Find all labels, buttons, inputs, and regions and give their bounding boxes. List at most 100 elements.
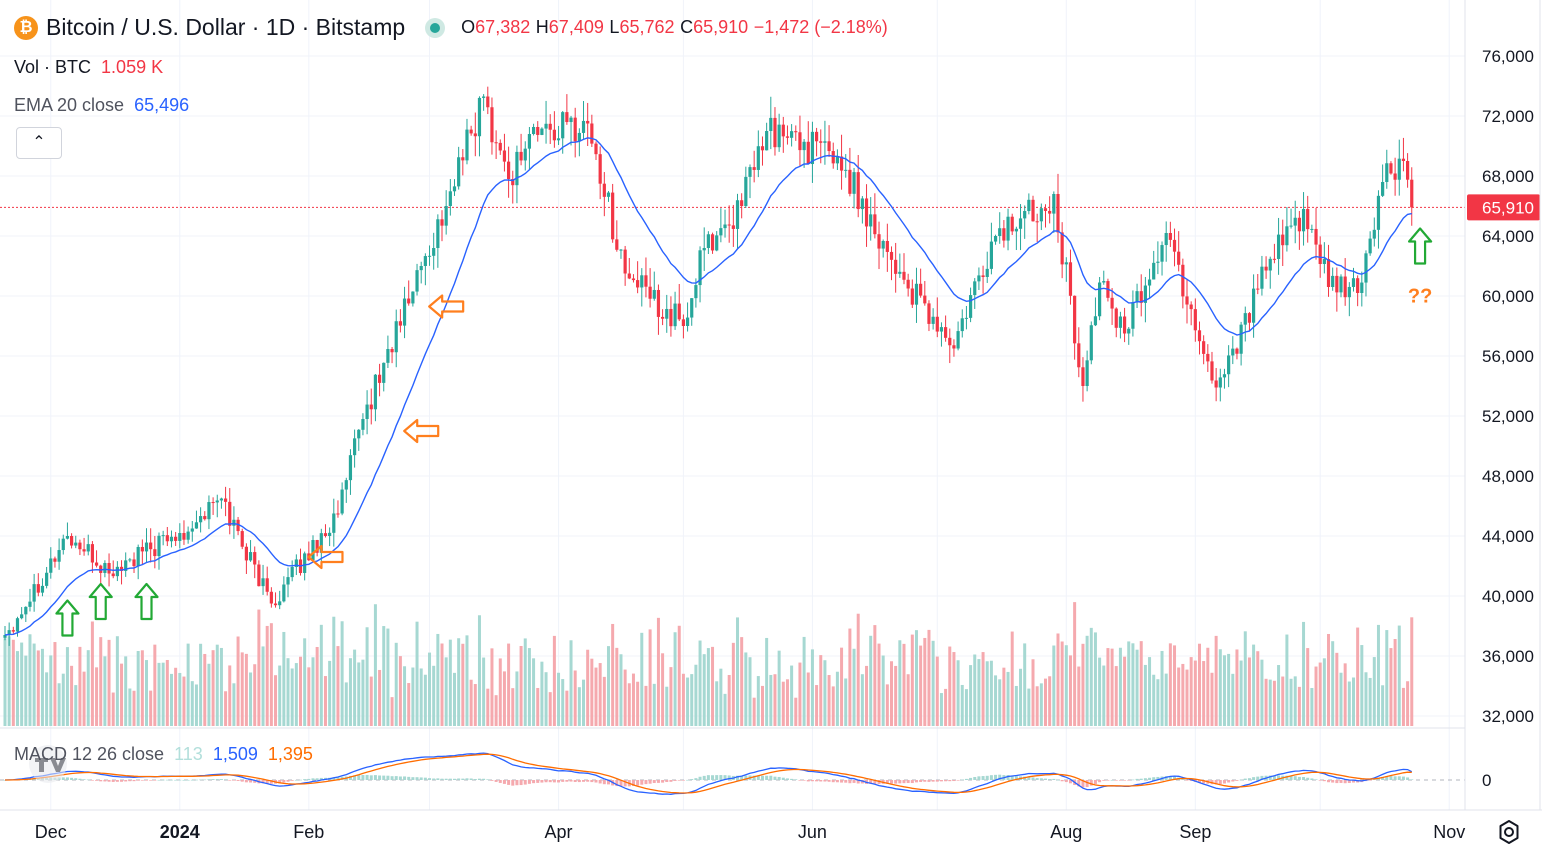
volume-bar: [636, 681, 640, 726]
candle-body: [839, 156, 844, 171]
candle-body: [257, 564, 261, 587]
macd-histogram-bar: [810, 780, 814, 782]
macd-histogram-bar: [394, 776, 398, 780]
volume-bar: [673, 632, 677, 726]
macd-histogram-bar: [107, 780, 111, 782]
macd-histogram-bar: [1039, 778, 1043, 780]
price-tick-label: 56,000: [1482, 347, 1534, 366]
time-tick-label: 2024: [160, 822, 200, 842]
candle-body: [715, 235, 719, 251]
macd-histogram-bar: [1173, 776, 1177, 780]
collapse-legend-button[interactable]: ⌃: [16, 127, 62, 159]
candle-body: [814, 131, 819, 142]
volume-legend[interactable]: Vol · BTC 1.059 K: [14, 56, 163, 78]
candle-body: [1281, 234, 1285, 246]
candle-body: [769, 117, 773, 131]
volume-bar: [7, 636, 11, 726]
macd-histogram-bar: [989, 775, 993, 780]
arrow-up-icon: [1407, 227, 1433, 265]
macd-pane: [0, 752, 1465, 795]
volume-bar: [507, 643, 511, 726]
candle-body: [286, 577, 290, 585]
symbol-legend[interactable]: ₿ Bitcoin / U.S. Dollar · 1D · Bitstamp O6…: [14, 14, 888, 41]
macd-histogram-bar: [149, 780, 153, 781]
macd-legend[interactable]: MACD 12 26 close 113 1,509 1,395: [14, 743, 313, 765]
arrow-left-icon: [403, 418, 440, 444]
volume-bar: [348, 658, 352, 726]
volume-bar: [802, 636, 806, 726]
macd-histogram-bar: [548, 780, 552, 783]
candle-body: [1043, 208, 1048, 211]
volume-bar: [1381, 685, 1385, 726]
candle-body: [556, 138, 561, 141]
ema-legend[interactable]: EMA 20 close 65,496: [14, 94, 189, 116]
volume-bar: [835, 671, 839, 726]
macd-histogram-bar: [956, 780, 960, 781]
last-price-tag: [1467, 194, 1540, 221]
volume-bar: [344, 682, 348, 726]
price-tick-label: 72,000: [1482, 107, 1534, 126]
macd-histogram-bar: [207, 779, 211, 780]
volume-bar: [532, 658, 536, 726]
volume-bar: [1106, 648, 1110, 726]
volume-bar: [906, 674, 910, 726]
volume-bar: [640, 632, 644, 726]
macd-histogram-bar: [403, 776, 407, 780]
candle-body: [244, 546, 248, 561]
macd-histogram-bar: [1114, 780, 1118, 781]
macd-histogram-bar: [215, 779, 219, 780]
candle-body: [848, 169, 852, 194]
macd-histogram-bar: [669, 780, 673, 782]
candle-body: [781, 124, 785, 137]
macd-histogram-bar: [278, 780, 282, 784]
candle-body: [1048, 210, 1052, 214]
candle-body: [199, 516, 203, 523]
volume-bar: [32, 643, 36, 726]
volume-bar: [1397, 625, 1401, 726]
candle-body: [215, 500, 219, 503]
candle-body: [294, 559, 298, 567]
arrow-left-icon: [307, 544, 344, 570]
macd-histogram-bar: [1185, 780, 1189, 781]
price-axis[interactable]: 76,000 72,000 68,000 64,000 60,000 56,000 52,0…: [1467, 47, 1540, 790]
macd-histogram-bar: [473, 778, 477, 780]
volume-bar: [873, 625, 877, 726]
candle-body: [1376, 195, 1381, 230]
macd-histogram-bar: [727, 775, 731, 780]
volume-bar: [149, 690, 153, 726]
macd-histogram-bar: [1152, 777, 1156, 780]
gear-icon[interactable]: [1495, 818, 1523, 846]
macd-histogram-bar: [898, 780, 902, 784]
volume-bar: [840, 647, 844, 726]
macd-histogram-bar: [819, 780, 823, 782]
macd-histogram-bar: [994, 774, 998, 780]
volume-bar: [115, 636, 119, 726]
candle-body: [1256, 288, 1260, 290]
volume-bar: [1364, 672, 1368, 726]
candle-body: [698, 250, 702, 286]
candle-body: [931, 316, 935, 324]
volume-bar: [244, 653, 248, 726]
candle-body: [361, 419, 365, 430]
volume-bar: [794, 697, 798, 726]
market-status-icon[interactable]: [425, 17, 446, 38]
candle-body: [119, 566, 124, 571]
time-axis[interactable]: Dec 2024 Feb Apr Jun Aug Sep Nov: [35, 822, 1465, 842]
symbol-title[interactable]: Bitcoin / U.S. Dollar · 1D · Bitstamp: [46, 14, 406, 40]
macd-histogram-bar: [244, 780, 248, 783]
macd-histogram-bar: [1297, 776, 1301, 780]
volume-bar: [1376, 624, 1380, 726]
macd-histogram-bar: [240, 780, 244, 782]
volume-bar: [627, 683, 631, 726]
volume-bar: [90, 621, 94, 726]
volume-bar: [623, 669, 627, 726]
volume-bar: [490, 648, 494, 726]
volume-bar: [382, 626, 386, 726]
volume-bar: [881, 655, 885, 726]
macd-histogram-bar: [1347, 780, 1351, 784]
macd-histogram-bar: [1318, 780, 1322, 781]
candle-body: [1260, 266, 1264, 289]
candle-body: [827, 141, 831, 152]
candle-body: [74, 542, 78, 546]
